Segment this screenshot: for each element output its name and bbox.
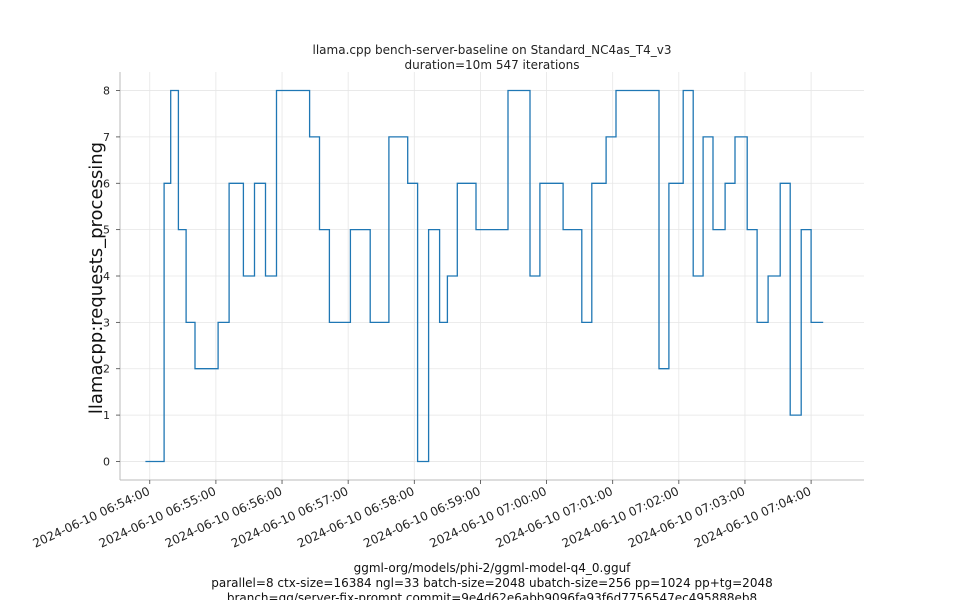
y-tick-label: 5 xyxy=(103,224,110,237)
footer-branch: branch=gg/server-fix-prompt commit=9e4d6… xyxy=(227,591,757,600)
x-tick-label: 2024-06-10 06:59:00 xyxy=(361,484,482,551)
grid xyxy=(120,72,864,480)
x-tick-label: 2024-06-10 07:04:00 xyxy=(692,484,813,551)
chart-subtitle: duration=10m 547 iterations xyxy=(405,58,580,72)
x-tick-label: 2024-06-10 06:54:00 xyxy=(31,484,152,551)
y-tick-label: 2 xyxy=(103,363,110,376)
y-tick-label: 3 xyxy=(103,316,110,329)
y-tick-label: 4 xyxy=(103,270,110,283)
footer-params: parallel=8 ctx-size=16384 ngl=33 batch-s… xyxy=(211,576,772,590)
x-tick-label: 2024-06-10 06:56:00 xyxy=(163,484,284,551)
chart-title-group: llama.cpp bench-server-baseline on Stand… xyxy=(313,43,672,72)
y-tick-label: 0 xyxy=(103,455,110,468)
x-tick-label: 2024-06-10 06:55:00 xyxy=(97,484,218,551)
series-layer xyxy=(145,89,824,463)
x-tick-label: 2024-06-10 07:00:00 xyxy=(427,484,548,551)
chart-title: llama.cpp bench-server-baseline on Stand… xyxy=(313,43,672,57)
y-axis-label: llamacpp:requests_processing xyxy=(86,142,107,414)
footer-model: ggml-org/models/phi-2/ggml-model-q4_0.gg… xyxy=(354,561,632,575)
chart-footer: ggml-org/models/phi-2/ggml-model-q4_0.gg… xyxy=(211,561,772,600)
y-axis-ticks: 0 1 2 3 4 5 6 7 8 xyxy=(103,85,120,468)
series-line xyxy=(145,89,824,463)
x-tick-label: 2024-06-10 06:58:00 xyxy=(295,484,416,551)
y-tick-label: 6 xyxy=(103,177,110,190)
x-tick-label: 2024-06-10 07:03:00 xyxy=(626,484,747,551)
y-tick-label: 7 xyxy=(103,131,110,144)
x-tick-label: 2024-06-10 07:02:00 xyxy=(560,484,681,551)
x-tick-label: 2024-06-10 07:01:00 xyxy=(494,484,615,551)
y-tick-label: 1 xyxy=(103,409,110,422)
y-tick-label: 8 xyxy=(103,85,110,98)
x-tick-label: 2024-06-10 06:57:00 xyxy=(229,484,350,551)
